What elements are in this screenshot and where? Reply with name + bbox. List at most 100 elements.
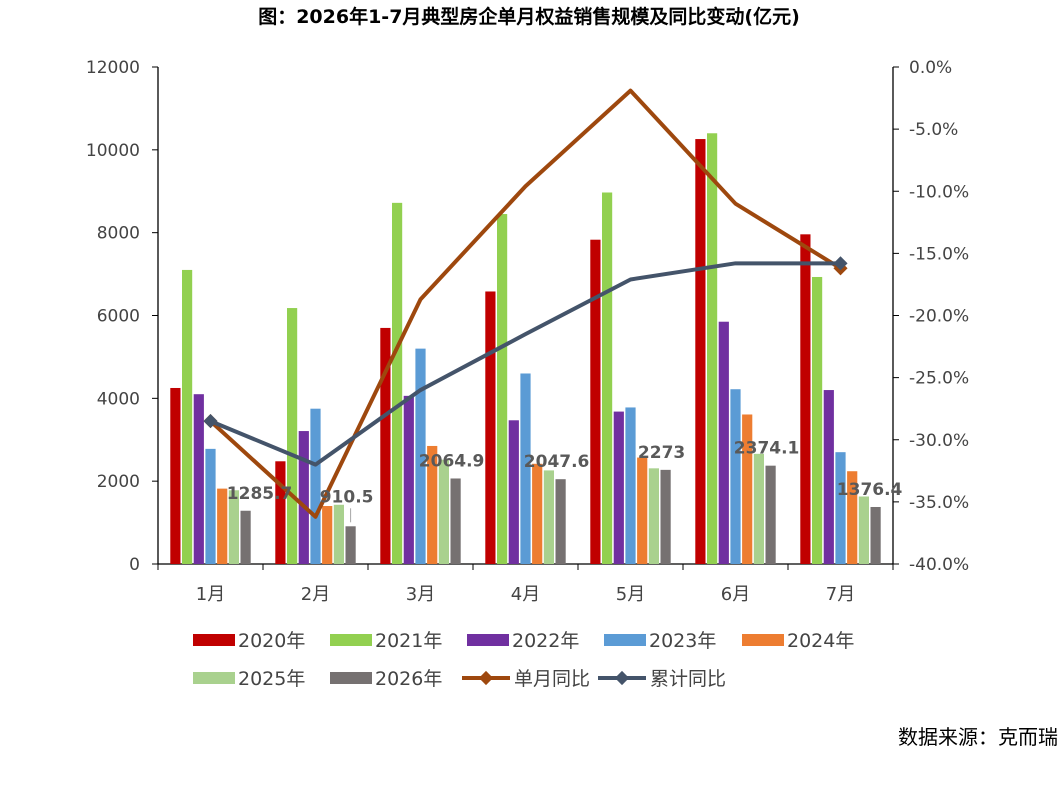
y-tick-label: 6000	[97, 307, 140, 327]
bar	[765, 465, 776, 564]
bar	[287, 308, 298, 564]
bar	[753, 453, 764, 564]
legend-swatch	[604, 634, 646, 646]
bar	[485, 291, 496, 564]
legend-label: 2026年	[375, 668, 442, 690]
bar	[648, 468, 659, 564]
data-label: 2273	[638, 443, 685, 463]
bar	[450, 478, 461, 564]
y-tick-label: 0	[129, 555, 140, 575]
bar	[730, 389, 741, 564]
legend-label: 2024年	[787, 630, 854, 652]
bar	[427, 445, 438, 564]
bar	[812, 276, 823, 564]
bar	[380, 327, 391, 564]
bar	[707, 133, 718, 564]
source-note: 数据来源：克而瑞	[898, 725, 1058, 749]
bar	[170, 387, 181, 564]
y2-tick-label: -25.0%	[909, 369, 969, 389]
legend-label: 单月同比	[514, 668, 590, 690]
data-label: 1376.4	[837, 480, 903, 500]
x-tick-label: 1月	[196, 584, 225, 605]
bar	[415, 348, 426, 564]
bar	[555, 479, 566, 564]
bar	[660, 469, 671, 564]
data-label: 1285.7	[227, 484, 293, 504]
y2-tick-label: -40.0%	[909, 555, 969, 575]
bar	[228, 490, 239, 564]
y-tick-label: 10000	[86, 141, 140, 161]
bar	[333, 504, 344, 564]
x-tick-label: 6月	[721, 584, 750, 605]
y2-tick-label: -10.0%	[909, 182, 969, 202]
bar	[182, 269, 193, 564]
legend-label: 2022年	[512, 630, 579, 652]
y2-tick-label: -5.0%	[909, 120, 958, 140]
legend-swatch	[193, 634, 235, 646]
y-tick-label: 4000	[97, 389, 140, 409]
legend-label: 2021年	[375, 630, 442, 652]
legend: 2020年 2021年 2022年 2023年 2024年 2025年 2026年 单月同比 累…	[193, 630, 854, 690]
legend-marker	[478, 670, 494, 686]
data-label: 910.5	[320, 487, 374, 507]
legend-swatch	[467, 634, 509, 646]
data-label: 2374.1	[734, 439, 800, 459]
bar	[205, 448, 216, 564]
legend-label: 2023年	[649, 630, 716, 652]
legend-swatch	[193, 672, 235, 684]
chart-title: 图：2026年1-7月典型房企单月权益销售规模及同比变动(亿元)	[258, 5, 800, 28]
y2-tick-label: -15.0%	[909, 244, 969, 264]
bar	[532, 463, 543, 564]
bar	[520, 373, 531, 564]
x-tick-label: 7月	[826, 584, 855, 605]
bar	[590, 239, 601, 564]
y2-tick-label: -35.0%	[909, 493, 969, 513]
bar	[602, 192, 613, 564]
bar	[800, 234, 811, 564]
bar	[835, 452, 846, 564]
series-line	[209, 261, 841, 467]
x-tick-label: 3月	[406, 584, 435, 605]
bar	[858, 496, 869, 564]
bar	[870, 506, 881, 564]
bar	[613, 411, 624, 564]
bar	[637, 457, 648, 564]
bar	[193, 394, 204, 564]
y-tick-label: 2000	[97, 472, 140, 492]
line-marker	[203, 414, 218, 429]
legend-swatch	[330, 672, 372, 684]
bar	[438, 459, 449, 564]
bar	[823, 390, 834, 564]
bar	[625, 407, 636, 564]
bar	[543, 470, 554, 564]
y2-tick-label: -30.0%	[909, 431, 969, 451]
bar	[217, 488, 228, 564]
data-label: 2047.6	[524, 452, 590, 472]
legend-label: 2025年	[238, 668, 305, 690]
bar	[345, 526, 356, 564]
bar	[403, 395, 414, 564]
bar	[310, 408, 321, 564]
x-tick-label: 5月	[616, 584, 645, 605]
x-tick-label: 4月	[511, 584, 540, 605]
legend-marker	[614, 670, 630, 686]
bar	[497, 214, 508, 564]
bar	[298, 431, 309, 564]
legend-swatch	[330, 634, 372, 646]
bar	[847, 471, 858, 564]
bar	[508, 420, 519, 564]
bar	[742, 414, 753, 564]
y-tick-label: 8000	[97, 224, 140, 244]
line-marker	[833, 256, 848, 271]
bar	[275, 461, 286, 564]
y2-tick-label: -20.0%	[909, 307, 969, 327]
bar	[240, 510, 251, 564]
y-tick-label: 12000	[86, 58, 140, 78]
bar	[392, 202, 403, 564]
bar	[695, 139, 706, 564]
y2-tick-label: 0.0%	[909, 58, 952, 78]
data-label: 2064.9	[419, 451, 485, 471]
legend-swatch	[742, 634, 784, 646]
bar	[322, 506, 333, 564]
